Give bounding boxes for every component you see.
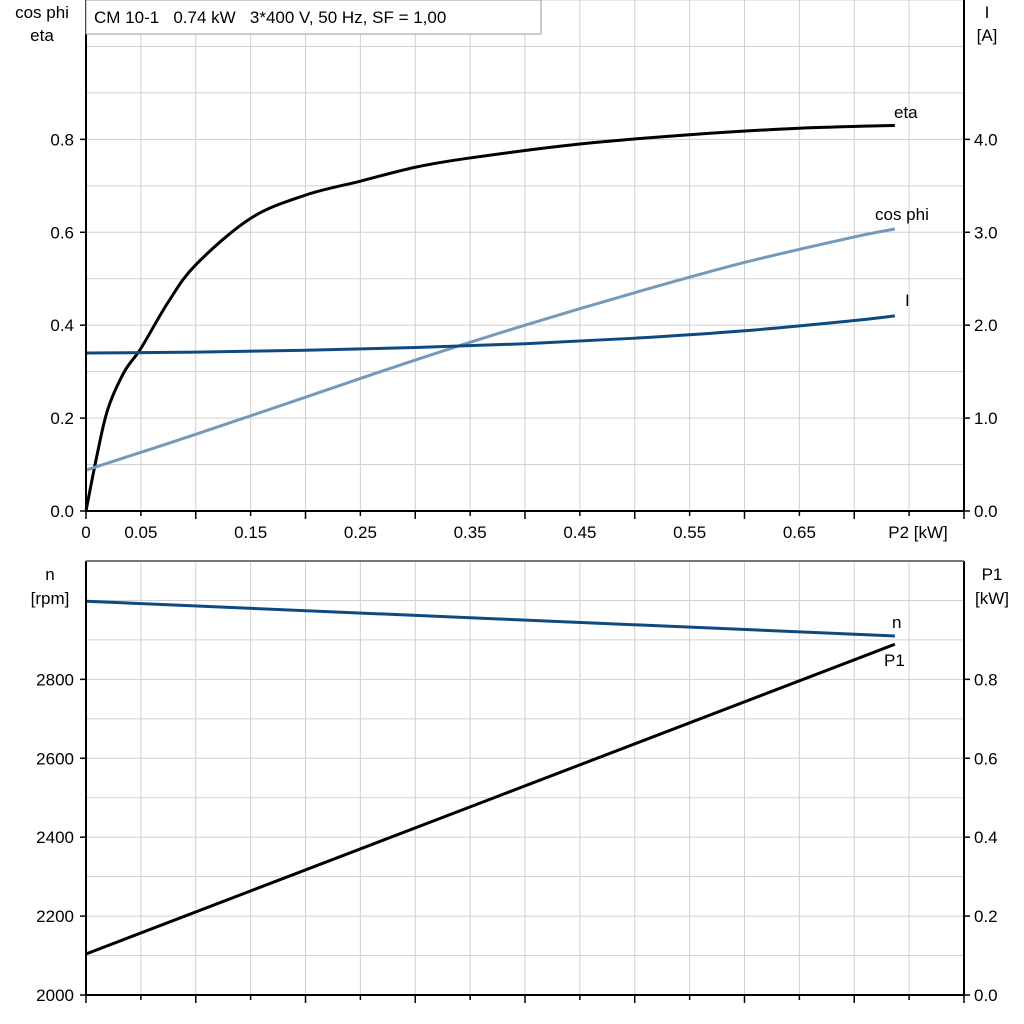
title-box — [85, 0, 542, 35]
y-right-tick-label: 2.0 — [974, 316, 998, 335]
y-right-label-top-1: I — [985, 3, 990, 22]
tick-labels: 0.0 0.2 0.4 0.6 0.8 0.0 1.0 2.0 3.0 4.0 0 0.05 0.15 0… — [36, 130, 997, 1005]
series-label-I: I — [905, 291, 910, 310]
y-left-tick-label: 0.8 — [50, 130, 74, 149]
y-left-tick-label: 2400 — [36, 828, 74, 847]
y-left-tick-label: 0.6 — [50, 223, 74, 242]
y-left-tick-label: 2800 — [36, 670, 74, 689]
series-line-P1 — [85, 642, 896, 956]
grid-bottom — [86, 560, 964, 995]
y-left-label-bottom-2: [rpm] — [31, 589, 70, 608]
y-right-tick-label: 0.0 — [974, 502, 998, 521]
y-left-tick-label: 2000 — [36, 986, 74, 1005]
y-right-tick-label: 0.0 — [974, 986, 998, 1005]
series-lines — [84, 123, 896, 956]
y-right-label-bottom-1: P1 — [982, 565, 1003, 584]
y-left-label-top-2: eta — [30, 26, 54, 45]
series-line-n — [85, 599, 895, 638]
y-left-tick-label: 0.4 — [50, 316, 74, 335]
x-tick-label: 0.15 — [234, 523, 267, 542]
series-line-eta — [84, 123, 895, 512]
y-left-label-top-1: cos phi — [15, 3, 69, 22]
x-tick-label: 0 — [81, 523, 90, 542]
series-line-cos-phi — [85, 227, 896, 472]
x-axis-label: P2 [kW] — [888, 523, 948, 542]
x-tick-label: 0.35 — [454, 523, 487, 542]
series-line-I — [85, 314, 896, 355]
y-right-tick-label: 1.0 — [974, 409, 998, 428]
y-right-tick-label: 0.6 — [974, 749, 998, 768]
x-tick-label: 0.25 — [344, 523, 377, 542]
y-right-tick-label: 0.4 — [974, 828, 998, 847]
x-tick-label: 0.65 — [783, 523, 816, 542]
x-tick-label: 0.55 — [673, 523, 706, 542]
y-left-tick-label: 0.2 — [50, 409, 74, 428]
series-label-eta: eta — [894, 103, 918, 122]
x-tick-label: 0.45 — [563, 523, 596, 542]
grid-top — [86, 0, 964, 511]
series-label-n: n — [892, 613, 901, 632]
y-right-tick-label: 4.0 — [974, 130, 998, 149]
y-right-label-bottom-2: [kW] — [975, 589, 1009, 608]
x-tick-label: 0.05 — [124, 523, 157, 542]
y-right-tick-label: 3.0 — [974, 223, 998, 242]
y-right-tick-label: 0.8 — [974, 670, 998, 689]
y-right-label-top-2: [A] — [977, 26, 998, 45]
y-left-tick-label: 0.0 — [50, 502, 74, 521]
series-label-P1: P1 — [884, 651, 905, 670]
axes — [80, 0, 970, 1003]
chart-title: CM 10-1 0.74 kW 3*400 V, 50 Hz, SF = 1,0… — [94, 8, 446, 27]
y-left-tick-label: 2600 — [36, 749, 74, 768]
series-label-cos-phi: cos phi — [875, 205, 929, 224]
y-right-tick-label: 0.2 — [974, 907, 998, 926]
y-left-label-bottom-1: n — [45, 565, 54, 584]
y-left-tick-label: 2200 — [36, 907, 74, 926]
